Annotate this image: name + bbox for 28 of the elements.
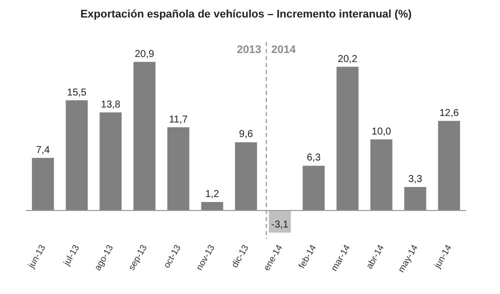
data-label: 20,2: [338, 54, 358, 65]
data-label: 15,5: [67, 87, 87, 98]
data-label: 3,3: [408, 174, 423, 186]
text: 2013: [236, 44, 262, 56]
data-label: 10,0: [372, 126, 392, 138]
bar: [336, 66, 359, 211]
data-label: 20,9: [134, 48, 155, 60]
data-label: 9,6: [239, 129, 254, 140]
data-label: 7,4: [36, 144, 50, 156]
text: 2014: [271, 44, 297, 56]
bar: [32, 158, 54, 211]
bar: [438, 120, 460, 211]
data-label: 12,6: [439, 108, 460, 119]
data-label: 1,2: [205, 189, 220, 200]
bar: [235, 142, 257, 211]
bar: [201, 202, 224, 211]
bar: [66, 100, 88, 211]
data-label: -3,1: [271, 220, 289, 231]
data-label: 6,3: [306, 152, 322, 164]
bar: [167, 127, 190, 211]
bar: [404, 187, 426, 211]
bar: [370, 139, 392, 211]
bar: [100, 112, 122, 211]
data-label: 13,8: [100, 99, 121, 110]
bar: [302, 166, 325, 211]
data-label: 11,7: [168, 114, 188, 126]
bar: [133, 62, 156, 211]
chart-title: Exportación española de vehículos – Incremento interanual (%): [80, 8, 412, 20]
